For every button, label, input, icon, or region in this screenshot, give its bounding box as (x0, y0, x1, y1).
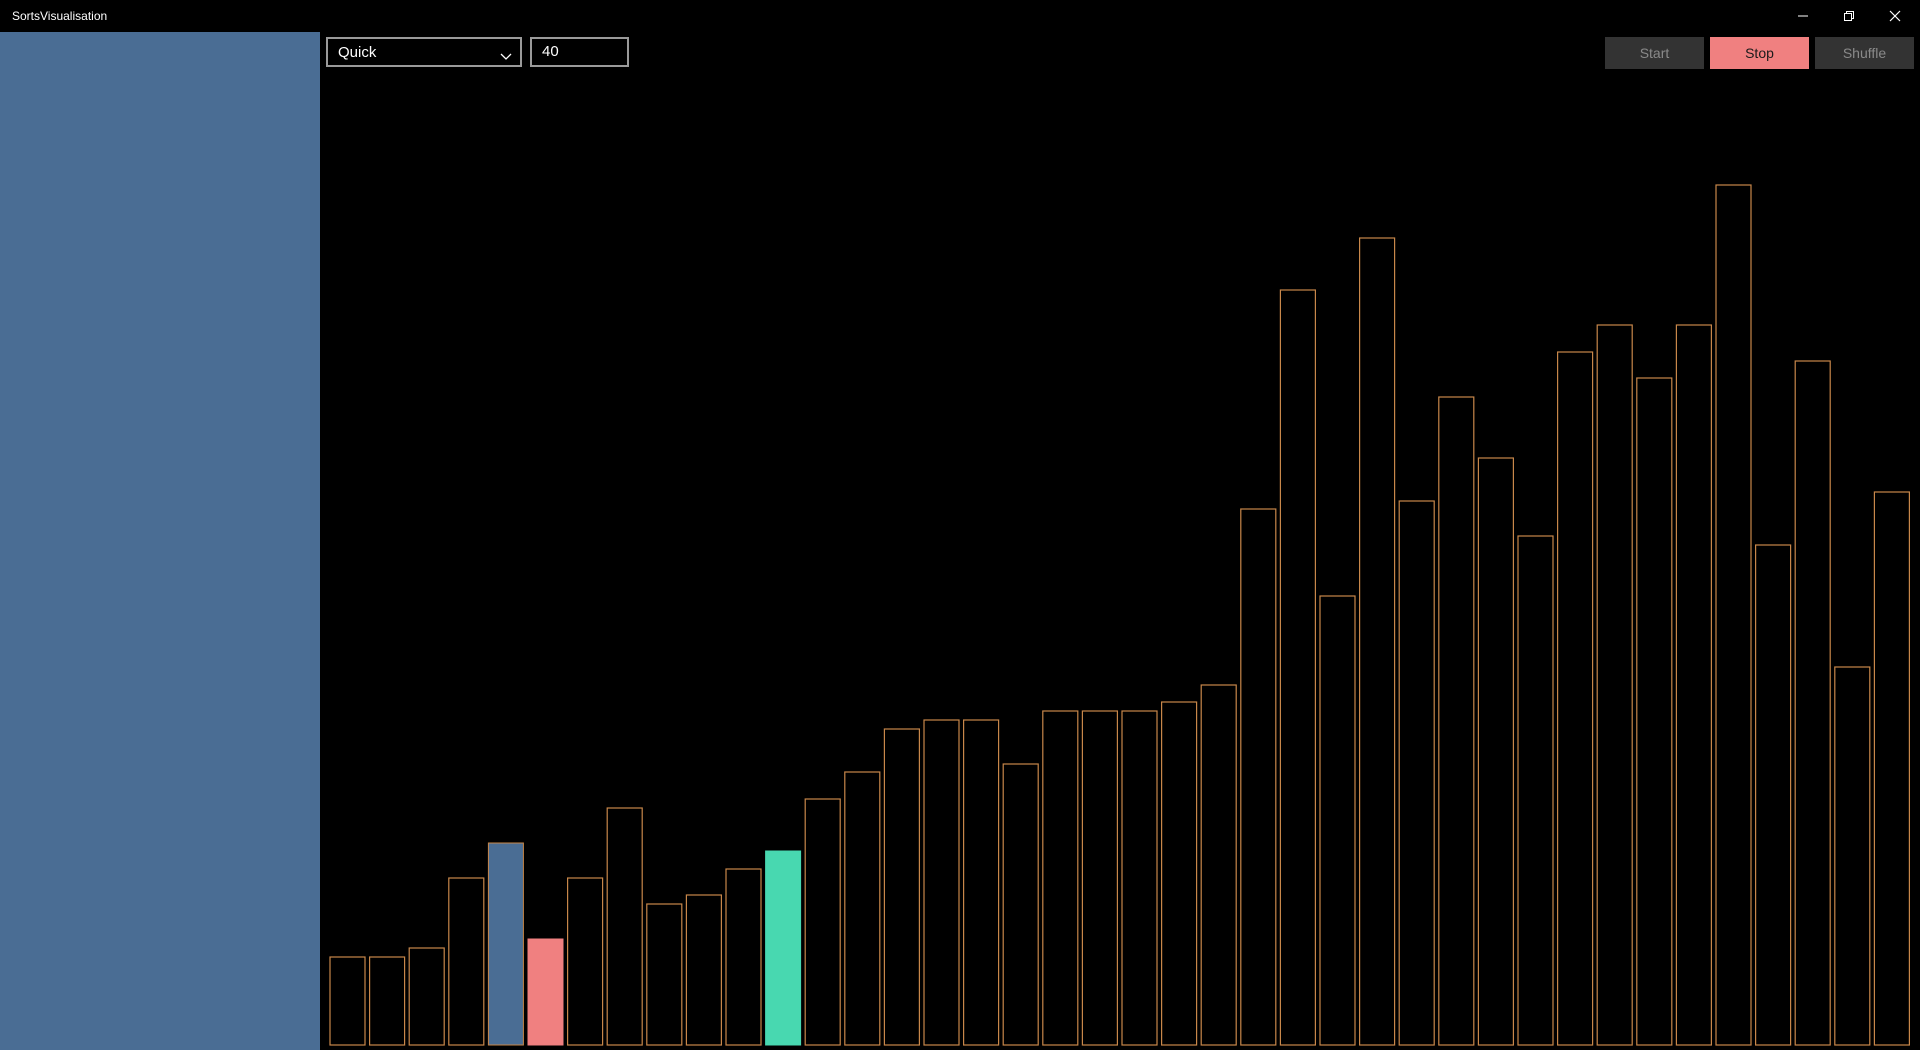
bar-37 (1794, 360, 1831, 1046)
side-panel (0, 32, 320, 1050)
bar-32 (1596, 324, 1633, 1046)
bar-9 (685, 894, 722, 1046)
sort-bars-chart (329, 184, 1911, 1046)
bar-13 (844, 771, 881, 1046)
bar-29 (1477, 457, 1515, 1046)
bar-34 (1675, 324, 1713, 1046)
bar-4 (487, 842, 524, 1046)
minimize-icon[interactable] (1780, 0, 1826, 32)
bar-28 (1438, 396, 1475, 1046)
bar-18 (1042, 710, 1079, 1046)
title-bar: SortsVisualisation (0, 0, 1920, 32)
start-button[interactable]: Start (1605, 37, 1704, 69)
bar-24 (1279, 289, 1317, 1046)
algorithm-select[interactable]: Quick (326, 37, 522, 67)
bar-14 (883, 728, 921, 1046)
bar-3 (448, 877, 485, 1046)
bar-25 (1319, 595, 1356, 1046)
restore-icon[interactable] (1826, 0, 1872, 32)
bar-23 (1240, 508, 1277, 1046)
stop-button[interactable]: Stop (1710, 37, 1809, 69)
bar-11 (765, 850, 802, 1046)
bar-7 (606, 807, 643, 1046)
bar-26 (1358, 237, 1396, 1046)
close-icon[interactable] (1872, 0, 1918, 32)
bar-30 (1517, 535, 1554, 1046)
bar-17 (1002, 763, 1039, 1046)
chevron-down-icon (500, 48, 512, 65)
bar-6 (567, 877, 604, 1046)
bar-39 (1873, 491, 1911, 1046)
visualisation-area: Quick 40 Start Stop Shuffle (320, 32, 1920, 1050)
bar-15 (923, 719, 960, 1046)
bar-22 (1200, 684, 1237, 1046)
bar-20 (1121, 710, 1158, 1046)
count-input[interactable]: 40 (530, 37, 629, 67)
bar-36 (1754, 544, 1792, 1046)
bar-33 (1636, 377, 1673, 1046)
bar-27 (1398, 500, 1435, 1046)
bar-8 (646, 903, 683, 1046)
bar-12 (804, 798, 841, 1046)
bar-16 (962, 719, 1000, 1046)
bar-5 (527, 938, 564, 1046)
bar-2 (408, 947, 445, 1046)
bar-31 (1556, 351, 1594, 1046)
bar-19 (1081, 710, 1119, 1046)
shuffle-button[interactable]: Shuffle (1815, 37, 1914, 69)
bar-35 (1715, 184, 1752, 1046)
bar-10 (725, 868, 762, 1046)
bar-38 (1834, 666, 1871, 1046)
app-title: SortsVisualisation (12, 9, 108, 23)
bar-1 (368, 956, 406, 1046)
bar-21 (1160, 701, 1198, 1046)
bar-0 (329, 956, 366, 1046)
algorithm-select-value: Quick (338, 44, 377, 61)
